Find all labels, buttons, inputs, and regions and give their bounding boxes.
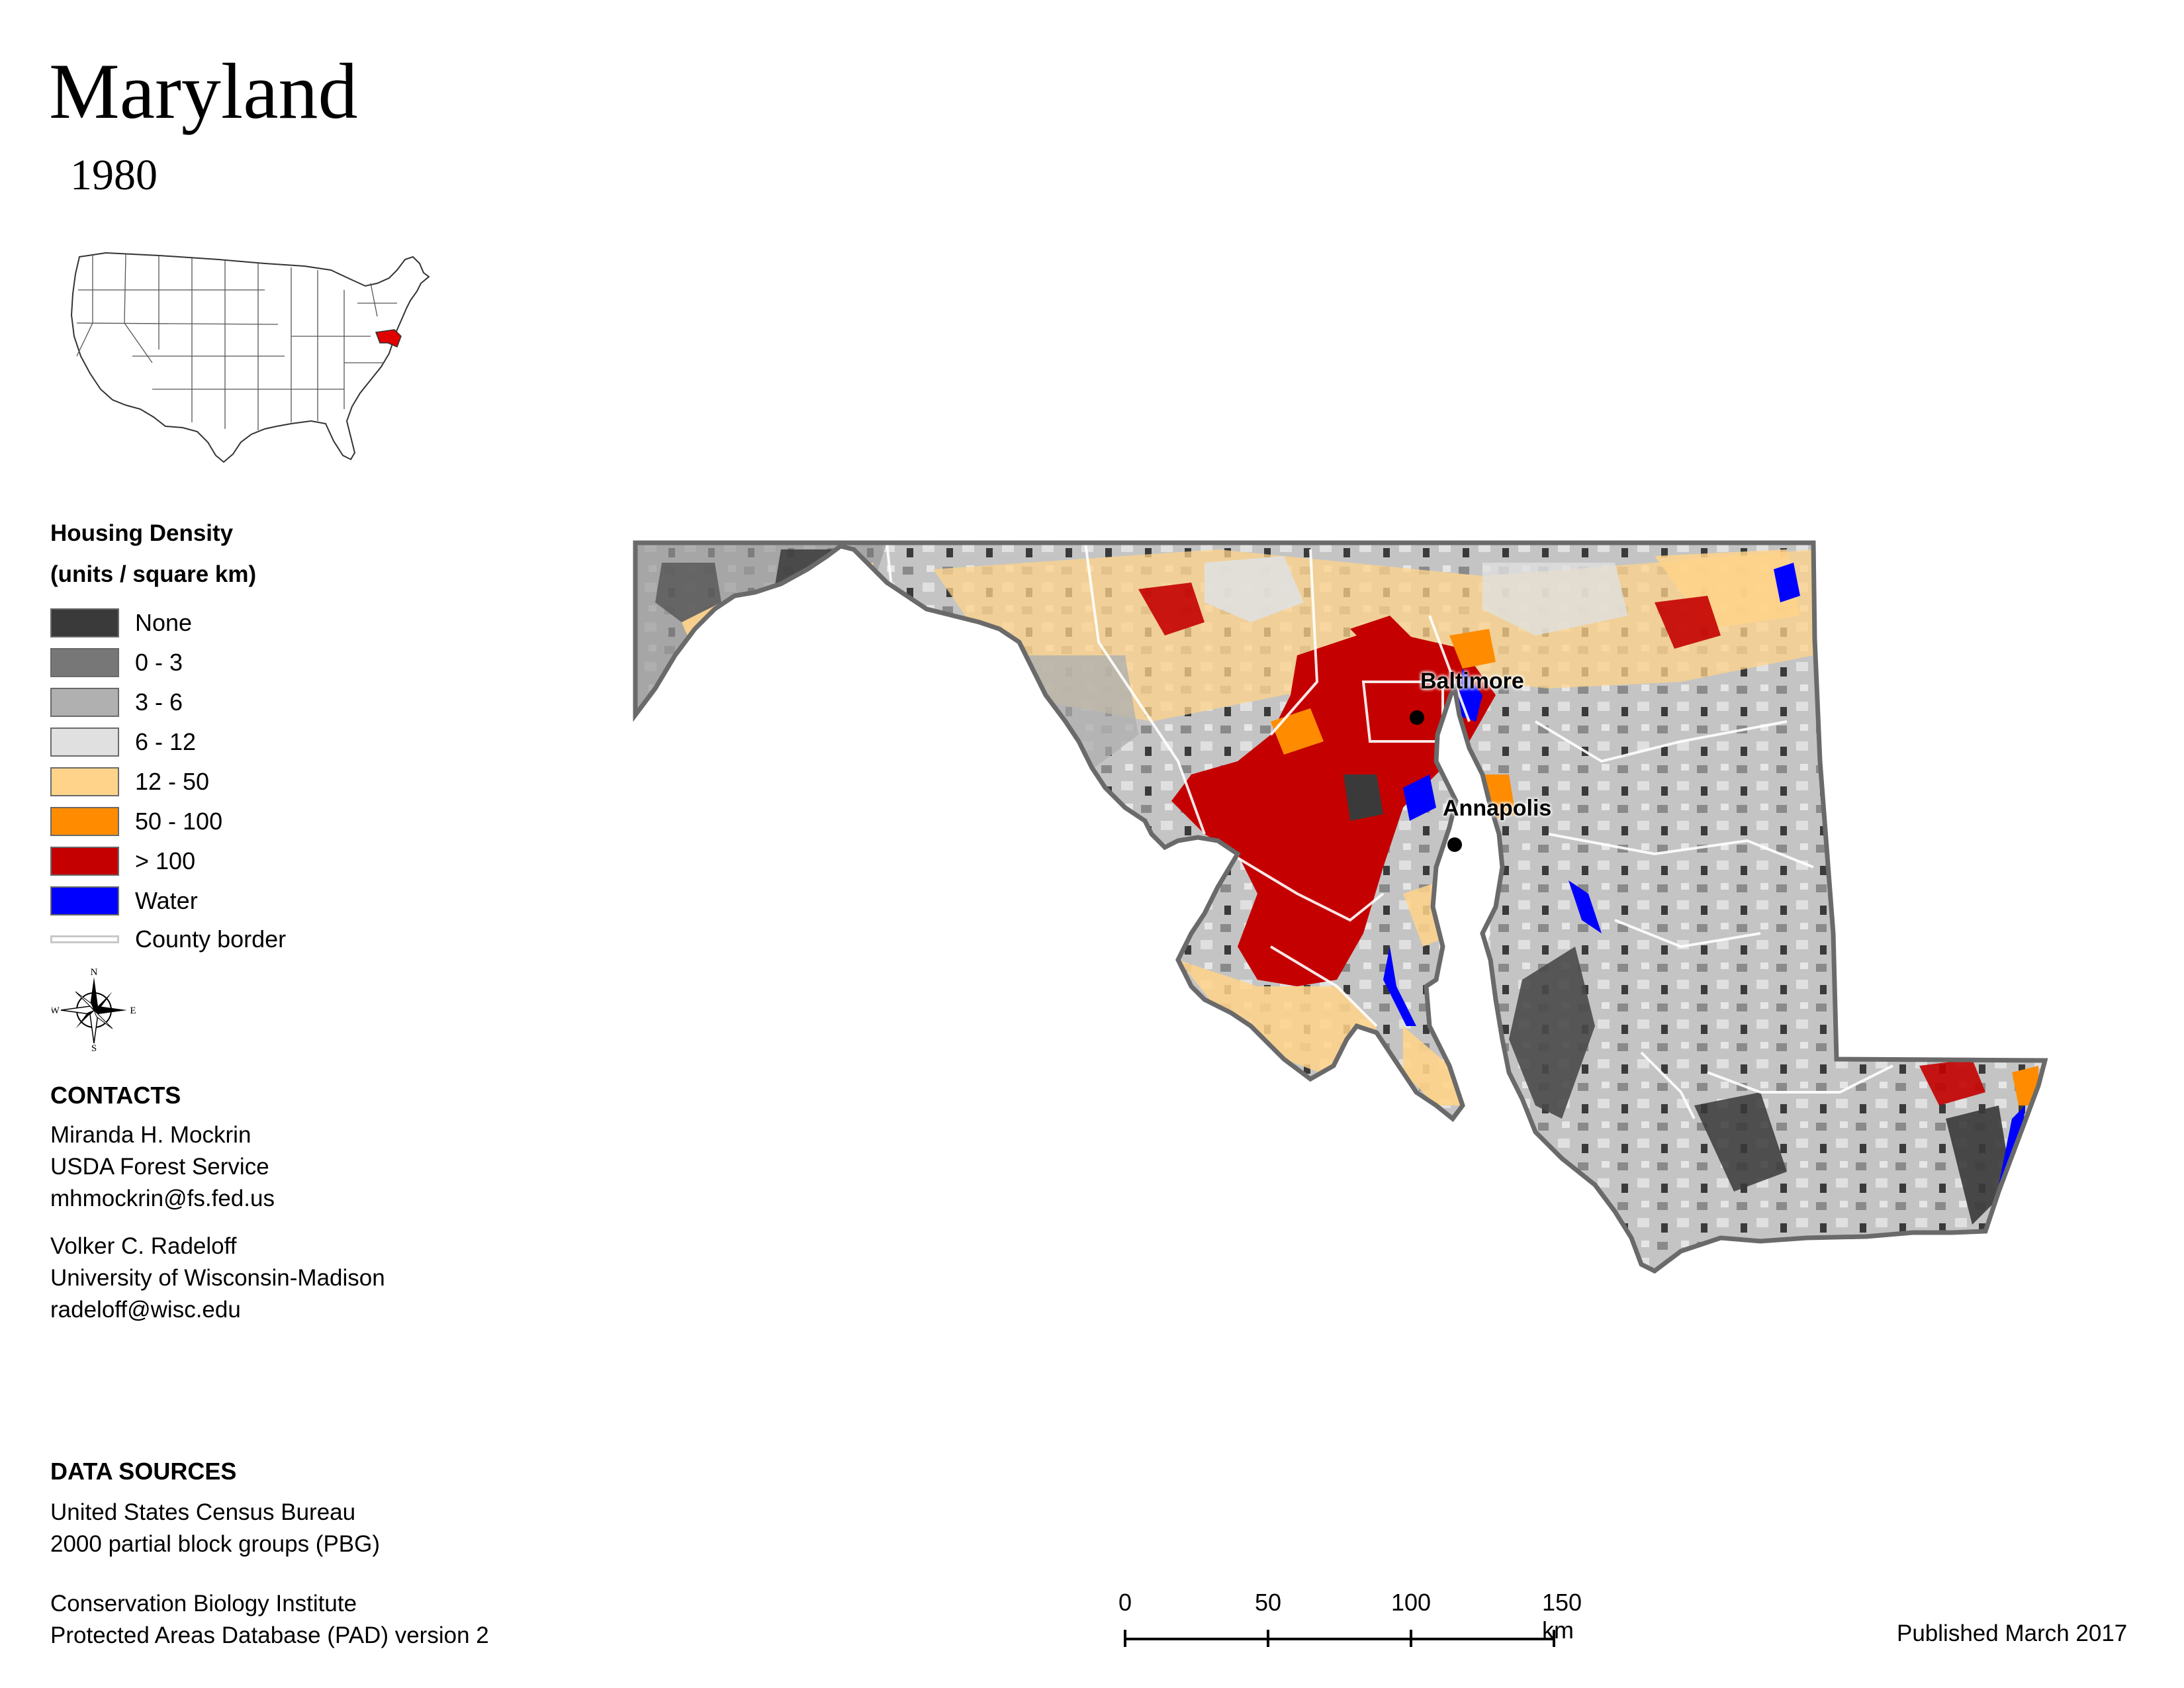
city-point-baltimore xyxy=(1410,710,1424,725)
contact-org: University of Wisconsin-Madison xyxy=(50,1265,385,1291)
legend-label: 50 - 100 xyxy=(135,808,223,835)
data-source-line: Conservation Biology Institute xyxy=(50,1591,357,1617)
scale-bar: 0 50 100 150 km xyxy=(1118,1589,1588,1655)
data-sources-heading: DATA SOURCES xyxy=(50,1458,237,1485)
legend-label: > 100 xyxy=(135,847,196,874)
contact-name: Volker C. Radeloff xyxy=(50,1233,237,1259)
compass-w: W xyxy=(52,1006,60,1016)
legend-item-12-50: 12 - 50 xyxy=(50,767,209,797)
published-date: Published March 2017 xyxy=(1897,1620,2128,1646)
legend-item-over-100: > 100 xyxy=(50,846,195,876)
legend-item-none: None xyxy=(50,608,192,638)
legend-border-swatch xyxy=(50,935,119,943)
legend-item-50-100: 50 - 100 xyxy=(50,806,222,837)
legend-label: 6 - 12 xyxy=(135,728,197,755)
contact-name: Miranda H. Mockrin xyxy=(50,1122,251,1148)
legend-label: County border xyxy=(135,925,287,953)
legend-swatch xyxy=(50,727,119,757)
legend-label: 0 - 3 xyxy=(135,649,183,676)
us-inset-map xyxy=(70,252,430,463)
legend-label: None xyxy=(135,609,193,636)
compass-e: E xyxy=(130,1006,136,1016)
legend-item-6-12: 6 - 12 xyxy=(50,727,196,757)
scale-tick-label: 0 xyxy=(1118,1589,1132,1616)
city-label-annapolis: Annapolis xyxy=(1443,796,1552,821)
map-year: 1980 xyxy=(70,151,158,199)
contact-email[interactable]: radeloff@wisc.edu xyxy=(50,1297,241,1323)
city-point-annapolis xyxy=(1447,837,1462,852)
legend-swatch xyxy=(50,688,119,717)
legend-swatch xyxy=(50,847,119,876)
legend-label: 3 - 6 xyxy=(135,688,183,716)
contact-org: USDA Forest Service xyxy=(50,1154,269,1180)
contacts-heading: CONTACTS xyxy=(50,1082,181,1109)
legend-units: (units / square km) xyxy=(50,561,257,587)
legend-label: 12 - 50 xyxy=(135,768,210,795)
compass-n: N xyxy=(91,968,98,978)
legend-swatch xyxy=(50,608,119,637)
maryland-housing-density-map xyxy=(622,523,2052,1284)
legend-label: Water xyxy=(135,887,198,914)
scale-tick-label: 100 xyxy=(1390,1589,1432,1616)
data-source-line: United States Census Bureau xyxy=(50,1499,356,1525)
legend-swatch xyxy=(50,807,119,836)
us-outline xyxy=(70,252,430,463)
compass-s: S xyxy=(91,1043,97,1053)
compass-rose-icon: N S W E xyxy=(52,968,136,1053)
legend-item-county-border: County border xyxy=(50,924,286,955)
legend-swatch xyxy=(50,767,119,796)
legend-title: Housing Density xyxy=(50,520,234,546)
scale-tick-label: 50 xyxy=(1254,1589,1282,1616)
legend-item-3-6: 3 - 6 xyxy=(50,687,183,718)
map-title: Maryland xyxy=(49,47,358,135)
legend-swatch xyxy=(50,648,119,677)
maryland-highlight xyxy=(375,329,402,348)
contact-email[interactable]: mhmockrin@fs.fed.us xyxy=(50,1186,275,1211)
data-source-line: Protected Areas Database (PAD) version 2 xyxy=(50,1622,489,1648)
legend-item-water: Water xyxy=(50,886,198,916)
legend-swatch xyxy=(50,886,119,915)
data-source-line: 2000 partial block groups (PBG) xyxy=(50,1531,381,1557)
city-label-baltimore: Baltimore xyxy=(1420,669,1524,694)
chesapeake-bay xyxy=(1426,688,1490,1105)
scale-bar-line xyxy=(1124,1630,1555,1647)
legend-item-0-3: 0 - 3 xyxy=(50,647,183,678)
